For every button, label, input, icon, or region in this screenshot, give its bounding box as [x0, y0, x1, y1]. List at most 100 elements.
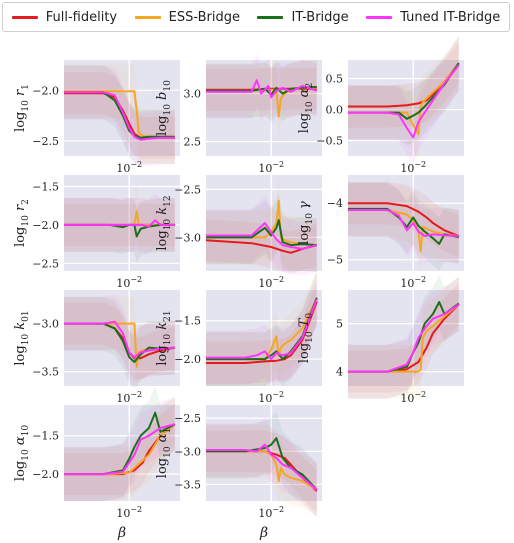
series-line-tuned-it-bridge: [206, 443, 318, 491]
band-it-bridge: [206, 411, 317, 517]
subplot-α1: −2.5 −3.0 −3.5 10−2 log10 α1 β: [155, 405, 322, 541]
legend-item-ess-bridge: ESS-Bridge: [134, 9, 240, 25]
x-tick-label: 10−2: [116, 275, 142, 290]
legend-swatch: [134, 15, 161, 19]
plot-area: [64, 405, 180, 501]
x-tick-label: 10−2: [400, 390, 426, 405]
subplot-T0: 5 4 10−2 log10 T0: [297, 275, 464, 405]
plot-area: [64, 175, 180, 271]
series-line-tuned-it-bridge: [348, 209, 459, 237]
band-ess-bridge: [348, 36, 459, 162]
y-tick-label: −2.0: [174, 353, 201, 366]
subplot-k21: −1.5 −2.0 10−2 log10 k21: [155, 270, 322, 405]
legend: Full-fidelity ESS-Bridge IT-Bridge Tuned…: [2, 2, 510, 32]
y-tick-label: −3.5: [174, 478, 201, 491]
y-tick-label: 0.0: [326, 104, 344, 117]
y-axis-label: log10 k12: [155, 195, 173, 250]
subplot-r1: −2.0 −2.5 10−2 log10 r1: [13, 60, 180, 175]
series-line-tuned-it-bridge: [64, 219, 175, 228]
y-axis-label: log10 T0: [297, 313, 315, 364]
subplot-α10: −1.5 −2.0 10−2 log10 α10 β: [13, 385, 180, 541]
series-line-ess-bridge: [348, 209, 459, 253]
band-full-fidelity: [348, 283, 459, 393]
y-tick-label: 2.5: [184, 136, 202, 149]
legend-swatch: [257, 15, 284, 19]
y-tick-label: −2.5: [174, 412, 201, 425]
y-tick-label: −2.0: [32, 84, 59, 97]
series-line-tuned-it-bridge: [206, 298, 318, 361]
subplot-k12: −2.5 −3.0 10−2 log10 k12: [155, 174, 322, 290]
y-tick-label: 4: [336, 366, 343, 379]
x-tick-label: 10−2: [258, 275, 284, 290]
band-tuned-it-bridge: [206, 417, 317, 517]
band-full-fidelity: [64, 403, 175, 496]
y-tick-label: −1.5: [32, 430, 59, 443]
legend-item-tuned-it-bridge: Tuned IT-Bridge: [366, 10, 500, 25]
legend-swatch: [11, 15, 38, 19]
y-axis-label: log10 α1: [155, 428, 173, 478]
y-axis-label: log10 γ: [297, 201, 315, 245]
band-it-bridge: [64, 198, 175, 264]
y-tick-label: 3.0: [184, 88, 202, 101]
y-tick-label: −2.5: [174, 183, 201, 196]
x-tick-label: 10−2: [258, 390, 284, 405]
band-ess-bridge: [348, 183, 459, 279]
series-line-tuned-it-bridge: [206, 222, 318, 250]
series-line-it-bridge: [64, 322, 175, 363]
band-tuned-it-bridge: [64, 193, 175, 254]
band-ess-bridge: [206, 424, 317, 517]
series-line-tuned-it-bridge: [348, 64, 460, 139]
band-ess-bridge: [348, 277, 459, 399]
x-tick-label: 10−2: [116, 390, 142, 405]
band-full-fidelity: [206, 219, 317, 274]
band-ess-bridge: [64, 184, 175, 252]
band-tuned-it-bridge: [348, 277, 459, 399]
subplot-γ: −4 −5 10−2 log10 γ: [297, 175, 464, 290]
legend-label: ESS-Bridge: [168, 9, 240, 25]
subplot-b10: 3.0 2.5 10−2 log10 b10: [155, 53, 322, 175]
y-tick-label: −5: [327, 254, 343, 267]
y-tick-label: −1.5: [174, 315, 201, 328]
band-ess-bridge: [206, 61, 317, 144]
y-tick-label: −3.0: [32, 318, 59, 331]
band-tuned-it-bridge: [64, 294, 175, 385]
plot-area: [206, 60, 322, 156]
series-line-tuned-it-bridge: [64, 320, 175, 359]
series-line-tuned-it-bridge: [348, 303, 460, 373]
x-tick-label: 10−2: [116, 160, 142, 175]
series-line-tuned-it-bridge: [206, 79, 318, 99]
series-line-full-fidelity: [206, 301, 318, 364]
series-line-tuned-it-bridge: [64, 423, 176, 476]
x-tick-label: 10−2: [258, 505, 284, 520]
series-line-it-bridge: [64, 223, 175, 238]
series-line-tuned-it-bridge: [64, 91, 175, 141]
x-tick-label: 10−2: [116, 505, 142, 520]
band-ess-bridge: [64, 296, 175, 394]
series-line-full-fidelity: [348, 202, 460, 237]
y-tick-label: −0.5: [316, 135, 343, 148]
y-tick-label: −2.0: [32, 468, 59, 481]
x-tick-label: 10−2: [400, 160, 426, 175]
y-tick-label: −3.0: [174, 231, 201, 244]
y-tick-label: −3.0: [174, 445, 201, 458]
subplot-α2: 0.5 0.0 −0.5 10−2 log10 α2: [297, 36, 464, 175]
band-tuned-it-bridge: [348, 38, 459, 165]
y-tick-label: −1.5: [32, 181, 59, 194]
y-axis-label: log10 r1: [13, 84, 31, 132]
band-tuned-it-bridge: [206, 196, 317, 276]
y-axis-label: log10 α10: [13, 425, 31, 481]
subplot-r2: −1.5 −2.0 −2.5 10−2 log10 r2: [13, 175, 180, 290]
x-axis-label: β: [259, 525, 268, 541]
band-it-bridge: [64, 296, 175, 389]
band-it-bridge: [348, 36, 459, 146]
series-line-ess-bridge: [348, 303, 460, 373]
x-axis-label: β: [117, 525, 126, 541]
legend-item-full-fidelity: Full-fidelity: [11, 10, 117, 25]
x-tick-label: 10−2: [400, 275, 426, 290]
y-tick-label: 5: [336, 318, 343, 331]
legend-swatch: [366, 15, 393, 19]
legend-label: IT-Bridge: [291, 9, 349, 25]
band-it-bridge: [348, 275, 459, 399]
subplot-k01: −3.0 −3.5 10−2 log10 k01: [13, 290, 180, 405]
